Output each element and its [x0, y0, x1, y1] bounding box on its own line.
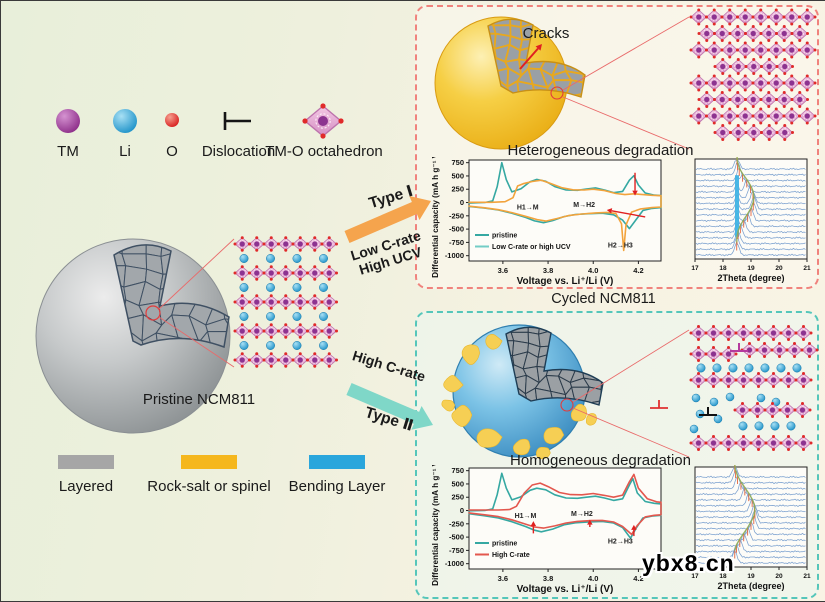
svg-text:-250: -250: [449, 519, 464, 528]
svg-text:2Theta (degree): 2Theta (degree): [717, 581, 784, 591]
legend-o-label: O: [166, 143, 178, 160]
svg-text:H2→H3: H2→H3: [608, 538, 633, 545]
svg-text:750: 750: [451, 158, 464, 167]
svg-text:-250: -250: [449, 211, 464, 220]
legend-dislocation-label: Dislocation: [201, 143, 276, 160]
svg-text:3.8: 3.8: [543, 266, 553, 275]
watermark: ybx8.cn: [642, 550, 735, 576]
o-sphere-icon: [165, 113, 179, 127]
svg-text:pristine: pristine: [492, 541, 517, 548]
svg-text:-750: -750: [449, 238, 464, 247]
svg-text:Low C-rate or high UCV: Low C-rate or high UCV: [492, 244, 571, 251]
svg-text:17: 17: [691, 265, 699, 272]
svg-text:21: 21: [803, 573, 811, 580]
svg-text:3.6: 3.6: [498, 266, 508, 275]
svg-text:-750: -750: [449, 546, 464, 555]
xrd-plot: 17 18 19 20 21 2Theta (degree): [691, 156, 811, 283]
legend-li-label: Li: [119, 143, 131, 160]
svg-text:20: 20: [775, 573, 783, 580]
svg-text:4.0: 4.0: [588, 266, 598, 275]
dqdv-plot: 3.6 3.8 4.0 4.2 750 500 250 0 -250 -500 -750 -1000 p…: [431, 143, 662, 287]
pristine-ncm811-label: Pristine NCM811: [142, 391, 256, 408]
layered-label: Layered: [58, 478, 114, 495]
bending-layer-label: Bending Layer: [288, 478, 386, 495]
layered-swatch: [58, 455, 114, 469]
xrd-plot: 17 18 19 20 21 2Theta (degree): [691, 464, 811, 591]
svg-text:250: 250: [451, 185, 464, 194]
homogeneous-title: Homogeneous degradation: [510, 452, 691, 469]
svg-text:High C-rate: High C-rate: [492, 552, 530, 559]
svg-text:3.8: 3.8: [543, 574, 553, 583]
rock-salt-label: Rock-salt or spinel: [147, 478, 271, 495]
li-sphere-icon: [113, 109, 137, 133]
svg-text:0: 0: [460, 198, 464, 207]
svg-text:500: 500: [451, 171, 464, 180]
svg-text:Voltage vs. Li⁺/Li (V): Voltage vs. Li⁺/Li (V): [517, 584, 614, 595]
legend-top-icons: [56, 103, 344, 139]
rock-salt-swatch: [181, 455, 237, 469]
legend-tm-label: TM: [57, 143, 79, 160]
svg-text:-500: -500: [449, 533, 464, 542]
tm-sphere-icon: [56, 109, 80, 133]
svg-text:21: 21: [803, 265, 811, 272]
svg-text:H1→M: H1→M: [517, 204, 539, 211]
svg-text:17: 17: [691, 573, 699, 580]
svg-text:2Theta (degree): 2Theta (degree): [717, 273, 784, 283]
svg-text:Voltage vs. Li⁺/Li (V): Voltage vs. Li⁺/Li (V): [517, 276, 614, 287]
svg-text:250: 250: [451, 493, 464, 502]
svg-text:19: 19: [747, 573, 755, 580]
cycled-ncm811-label: Cycled NCM811: [551, 291, 656, 307]
svg-text:18: 18: [719, 265, 727, 272]
dqdv-plot: 3.6 3.8 4.0 4.2 750 500 250 0 -250 -500 -750 -1000 p…: [431, 451, 662, 595]
svg-text:18: 18: [719, 573, 727, 580]
svg-text:19: 19: [747, 265, 755, 272]
svg-text:-500: -500: [449, 225, 464, 234]
dqdv-chart-heterogeneous: 3.6 3.8 4.0 4.2 750 500 250 0 -250 -500 -750 -1000 p…: [429, 143, 669, 294]
svg-text:4.0: 4.0: [588, 574, 598, 583]
svg-text:4.2: 4.2: [633, 266, 643, 275]
svg-text:Differential capacity (mA h g⁻: Differential capacity (mA h g⁻¹ V⁻¹): [431, 465, 440, 586]
octahedron-icon: [302, 103, 344, 139]
svg-text:0: 0: [460, 506, 464, 515]
svg-text:H2→H3: H2→H3: [608, 243, 633, 250]
svg-text:3.6: 3.6: [498, 574, 508, 583]
bending-layer-swatch: [309, 455, 365, 469]
xrd-chart-heterogeneous: 17 18 19 20 21 2Theta (degree): [687, 156, 815, 292]
dqdv-chart-homogeneous: 3.6 3.8 4.0 4.2 750 500 250 0 -250 -500 -750 -1000 p…: [429, 451, 669, 601]
svg-text:M→H2: M→H2: [573, 202, 595, 209]
svg-text:M→H2: M→H2: [571, 511, 593, 518]
svg-text:Differential capacity (mA h g⁻: Differential capacity (mA h g⁻¹ V⁻¹): [431, 157, 440, 278]
svg-text:20: 20: [775, 265, 783, 272]
svg-text:pristine: pristine: [492, 233, 517, 240]
svg-text:-1000: -1000: [445, 251, 464, 260]
xrd-chart-homogeneous: 17 18 19 20 21 2Theta (degree): [687, 464, 815, 600]
dislocation-icon: [223, 112, 251, 130]
svg-text:4.2: 4.2: [633, 574, 643, 583]
svg-text:H1→M: H1→M: [515, 513, 537, 520]
heterogeneous-title: Heterogeneous degradation: [507, 142, 694, 159]
svg-text:750: 750: [451, 466, 464, 475]
svg-text:-1000: -1000: [445, 559, 464, 568]
legend-octahedron-label: TM-O octahedron: [265, 143, 383, 160]
svg-text:500: 500: [451, 479, 464, 488]
pristine-lattice: [233, 236, 338, 368]
cracks-label: Cracks: [522, 25, 570, 42]
